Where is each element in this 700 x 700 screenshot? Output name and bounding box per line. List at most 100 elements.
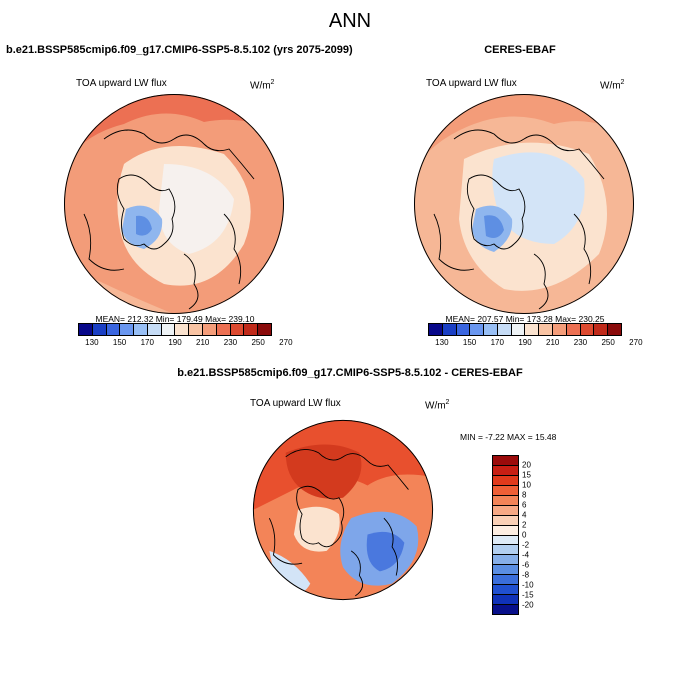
panel-2-colorbar [428, 323, 622, 336]
panel-1-colorbar-swatch [79, 324, 93, 335]
diff-colorbar-swatch [493, 485, 518, 496]
diff-colorbar-swatch [493, 535, 518, 546]
panel-2-colorbar-tick-label: 190 [518, 338, 532, 347]
panel-1-colorbar-swatch [189, 324, 204, 335]
panel-2-variable-label: TOA upward LW flux [426, 78, 517, 89]
diff-colorbar-tick-label: 0 [522, 530, 527, 540]
panel-1-colorbar-swatch [106, 324, 121, 335]
panel-2-colorbar-swatch [442, 324, 457, 335]
panel-2-colorbar-ticks: 130 150 170 190 210 230 250 270 [428, 338, 642, 350]
panel-2-colorbar-swatch [429, 324, 443, 335]
panel-2-polar-map [414, 94, 634, 314]
panel-2-colorbar-swatch [553, 324, 567, 335]
panel-1-field-neutral [159, 164, 234, 254]
panel-1-title: b.e21.BSSP585cmip6.f09_g17.CMIP6-SSP5-8.… [6, 44, 353, 56]
figure-title: ANN [328, 10, 372, 32]
diff-colorbar-tick-label: -8 [522, 570, 530, 580]
diff-colorbar-tick-label: 4 [522, 510, 527, 520]
diff-colorbar-swatch [493, 505, 518, 516]
panel-1-colorbar-swatch [175, 324, 190, 335]
panel-1-variable-label: TOA upward LW flux [76, 78, 167, 89]
panel-1-colorbar-tick-label: 190 [168, 338, 182, 347]
panel-2-colorbar-swatch [525, 324, 540, 335]
diff-colorbar-tick-label: -2 [522, 540, 530, 550]
panel-1-polar-map [64, 94, 284, 314]
panel-2-colorbar-tick-label: 170 [490, 338, 504, 347]
panel-2-colorbar-swatch [511, 324, 526, 335]
diff-panel-stats: MIN = -7.22 MAX = 15.48 [460, 432, 557, 442]
diff-colorbar-tick-label: 8 [522, 490, 527, 500]
diff-colorbar-swatch [493, 456, 518, 466]
panel-2-colorbar-tick-label: 270 [629, 338, 643, 347]
panel-1-colorbar-tick-label: 170 [140, 338, 154, 347]
panel-1-greenland-core [136, 215, 152, 236]
diff-colorbar-swatch [493, 475, 518, 486]
panel-2-colorbar-swatch [594, 324, 609, 335]
panel-2-colorbar-swatch [497, 324, 512, 335]
diff-colorbar-tick-label: 10 [522, 480, 531, 490]
panel-1-units: W/m2 [250, 79, 275, 92]
panel-1-colorbar-tick-label: 210 [196, 338, 210, 347]
panel-1-colorbar-tick-label: 230 [223, 338, 238, 347]
panel-1-colorbar-swatch [216, 324, 231, 335]
panel-2-coastlines [433, 129, 605, 310]
diff-colorbar-swatch [493, 515, 518, 526]
diff-field-light-mid [293, 506, 340, 552]
diff-colorbar-tick-label: 15 [522, 470, 531, 480]
panel-2-colorbar-swatch [539, 324, 554, 335]
panel-1-coastlines [83, 129, 255, 310]
diff-panel-title: b.e21.BSSP585cmip6.f09_g17.CMIP6-SSP5-8.… [177, 367, 523, 379]
diff-colorbar-swatch [493, 545, 518, 556]
panel-1-colorbar-swatch [244, 324, 259, 335]
panel-2-colorbar-swatch [484, 324, 498, 335]
panel-1-colorbar-swatch [161, 324, 176, 335]
diff-colorbar-swatch [493, 585, 518, 596]
panel-2-title: CERES-EBAF [484, 44, 556, 56]
panel-2-greenland-core [484, 215, 504, 238]
panel-1-colorbar-tick-label: 270 [279, 338, 293, 347]
panel-1-colorbar-swatch [134, 324, 148, 335]
diff-colorbar-tick-label: -10 [522, 580, 534, 590]
diff-colorbar-swatch [493, 595, 518, 606]
panel-1-colorbar [78, 323, 272, 336]
diff-panel-variable-label: TOA upward LW flux [250, 398, 341, 409]
panel-2-field-warm-edge [414, 94, 634, 169]
diff-colorbar-tick-label: -4 [522, 550, 530, 560]
panel-1-field-warm-edge [64, 94, 284, 164]
panel-1-colorbar-swatch [230, 324, 245, 335]
panel-2-colorbar-tick-label: 230 [573, 338, 588, 347]
panel-2-colorbar-swatch [580, 324, 595, 335]
diff-colorbar-swatch [493, 565, 518, 576]
panel-2-stats: MEAN= 207.57 Min= 173.28 Max= 230.25 [445, 314, 605, 324]
panel-1-colorbar-swatch [203, 324, 217, 335]
panel-1-colorbar-swatch [120, 324, 135, 335]
panel-2-colorbar-tick-label: 130 [435, 338, 449, 347]
panel-1-colorbar-tick-label: 130 [85, 338, 99, 347]
panel-2-colorbar-swatch [608, 324, 621, 335]
diff-colorbar-swatch [493, 465, 518, 476]
panel-2-colorbar-swatch [566, 324, 581, 335]
diff-colorbar-tick-label: 20 [522, 460, 531, 470]
panel-1-colorbar-swatch [92, 324, 107, 335]
diff-colorbar-swatch [493, 555, 518, 566]
panel-2-units: W/m2 [600, 79, 625, 92]
panel-2-colorbar-swatch [456, 324, 471, 335]
diff-colorbar-swatch [493, 605, 518, 614]
diff-panel-colorbar-ticks: 20 15 10 8 6 4 2 0 -2 -4 -6 -8 -10 -15 -20 [522, 455, 552, 615]
diff-colorbar-swatch [493, 575, 518, 586]
panel-2-field-cool-core [492, 152, 585, 244]
diff-panel-colorbar [492, 455, 519, 615]
panel-2-colorbar-tick-label: 250 [601, 338, 615, 347]
diff-panel-units: W/m2 [425, 399, 450, 412]
diff-panel-coastlines [268, 449, 409, 597]
diff-colorbar-tick-label: -15 [522, 590, 534, 600]
diff-colorbar-tick-label: 2 [522, 520, 527, 530]
panel-1-colorbar-swatch [147, 324, 162, 335]
panel-2-colorbar-tick-label: 210 [546, 338, 560, 347]
diff-field-blue-core [366, 531, 405, 572]
diff-colorbar-swatch [493, 525, 518, 536]
diff-field-red-core [285, 444, 362, 499]
diff-colorbar-tick-label: -20 [522, 600, 534, 610]
panel-2-colorbar-tick-label: 150 [462, 338, 477, 347]
panel-2-colorbar-swatch [470, 324, 485, 335]
